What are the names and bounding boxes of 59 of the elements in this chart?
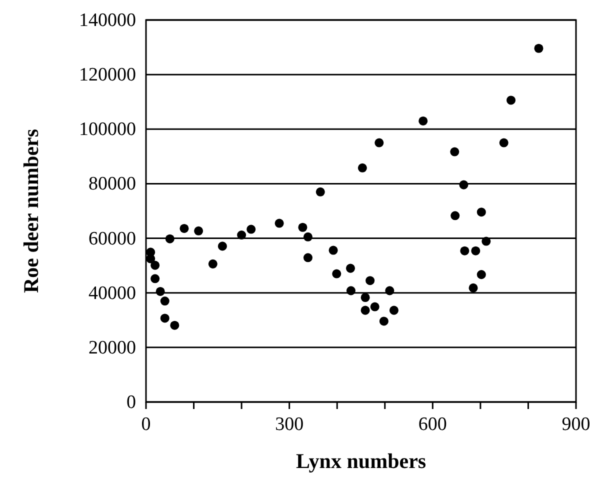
x-axis-title: Lynx numbers — [296, 449, 426, 473]
point — [328, 246, 338, 255]
point — [194, 226, 204, 236]
point — [274, 218, 284, 228]
y-tick-label: 140000 — [79, 10, 136, 31]
point — [499, 138, 508, 148]
y-tick-label: 80000 — [88, 174, 136, 195]
point — [389, 306, 398, 315]
x-tick-label: 300 — [275, 414, 304, 435]
y-tick-label: 0 — [126, 392, 136, 413]
point — [150, 274, 160, 284]
point — [360, 292, 370, 302]
y-tick-label: 20000 — [88, 337, 136, 358]
point — [246, 224, 256, 234]
point — [346, 286, 356, 296]
point — [450, 147, 460, 156]
point — [150, 260, 160, 270]
point — [534, 44, 544, 53]
point — [450, 211, 460, 220]
point — [160, 314, 170, 323]
point — [346, 264, 356, 273]
point — [459, 180, 468, 190]
point — [476, 270, 486, 280]
point — [332, 269, 342, 278]
point — [303, 253, 312, 262]
point — [160, 296, 170, 306]
point — [506, 96, 516, 105]
y-tick-label: 120000 — [79, 64, 136, 86]
y-tick-label: 60000 — [88, 228, 136, 250]
point — [180, 224, 189, 233]
point — [303, 232, 312, 242]
x-tick-label: 0 — [141, 414, 151, 435]
point — [360, 306, 370, 315]
point — [366, 276, 375, 286]
point — [146, 254, 156, 264]
point — [298, 222, 308, 232]
point — [482, 236, 491, 246]
point — [370, 302, 380, 312]
point — [170, 320, 180, 330]
x-tick-label: 900 — [562, 414, 590, 435]
point — [468, 283, 478, 292]
point — [156, 286, 165, 296]
point — [385, 286, 394, 296]
point — [471, 246, 480, 256]
point — [374, 138, 384, 148]
x-tick-label: 600 — [418, 414, 447, 435]
point — [476, 208, 486, 217]
point — [358, 163, 367, 172]
point — [208, 259, 218, 268]
point — [418, 116, 428, 126]
point — [379, 316, 388, 326]
y-axis-title: Roe deer numbers — [19, 128, 43, 294]
point — [165, 234, 174, 244]
point — [237, 230, 246, 240]
point — [316, 187, 325, 196]
y-tick-label: 100000 — [79, 119, 136, 140]
point — [218, 242, 227, 251]
y-tick-label: 40000 — [88, 282, 136, 304]
point — [460, 246, 470, 256]
